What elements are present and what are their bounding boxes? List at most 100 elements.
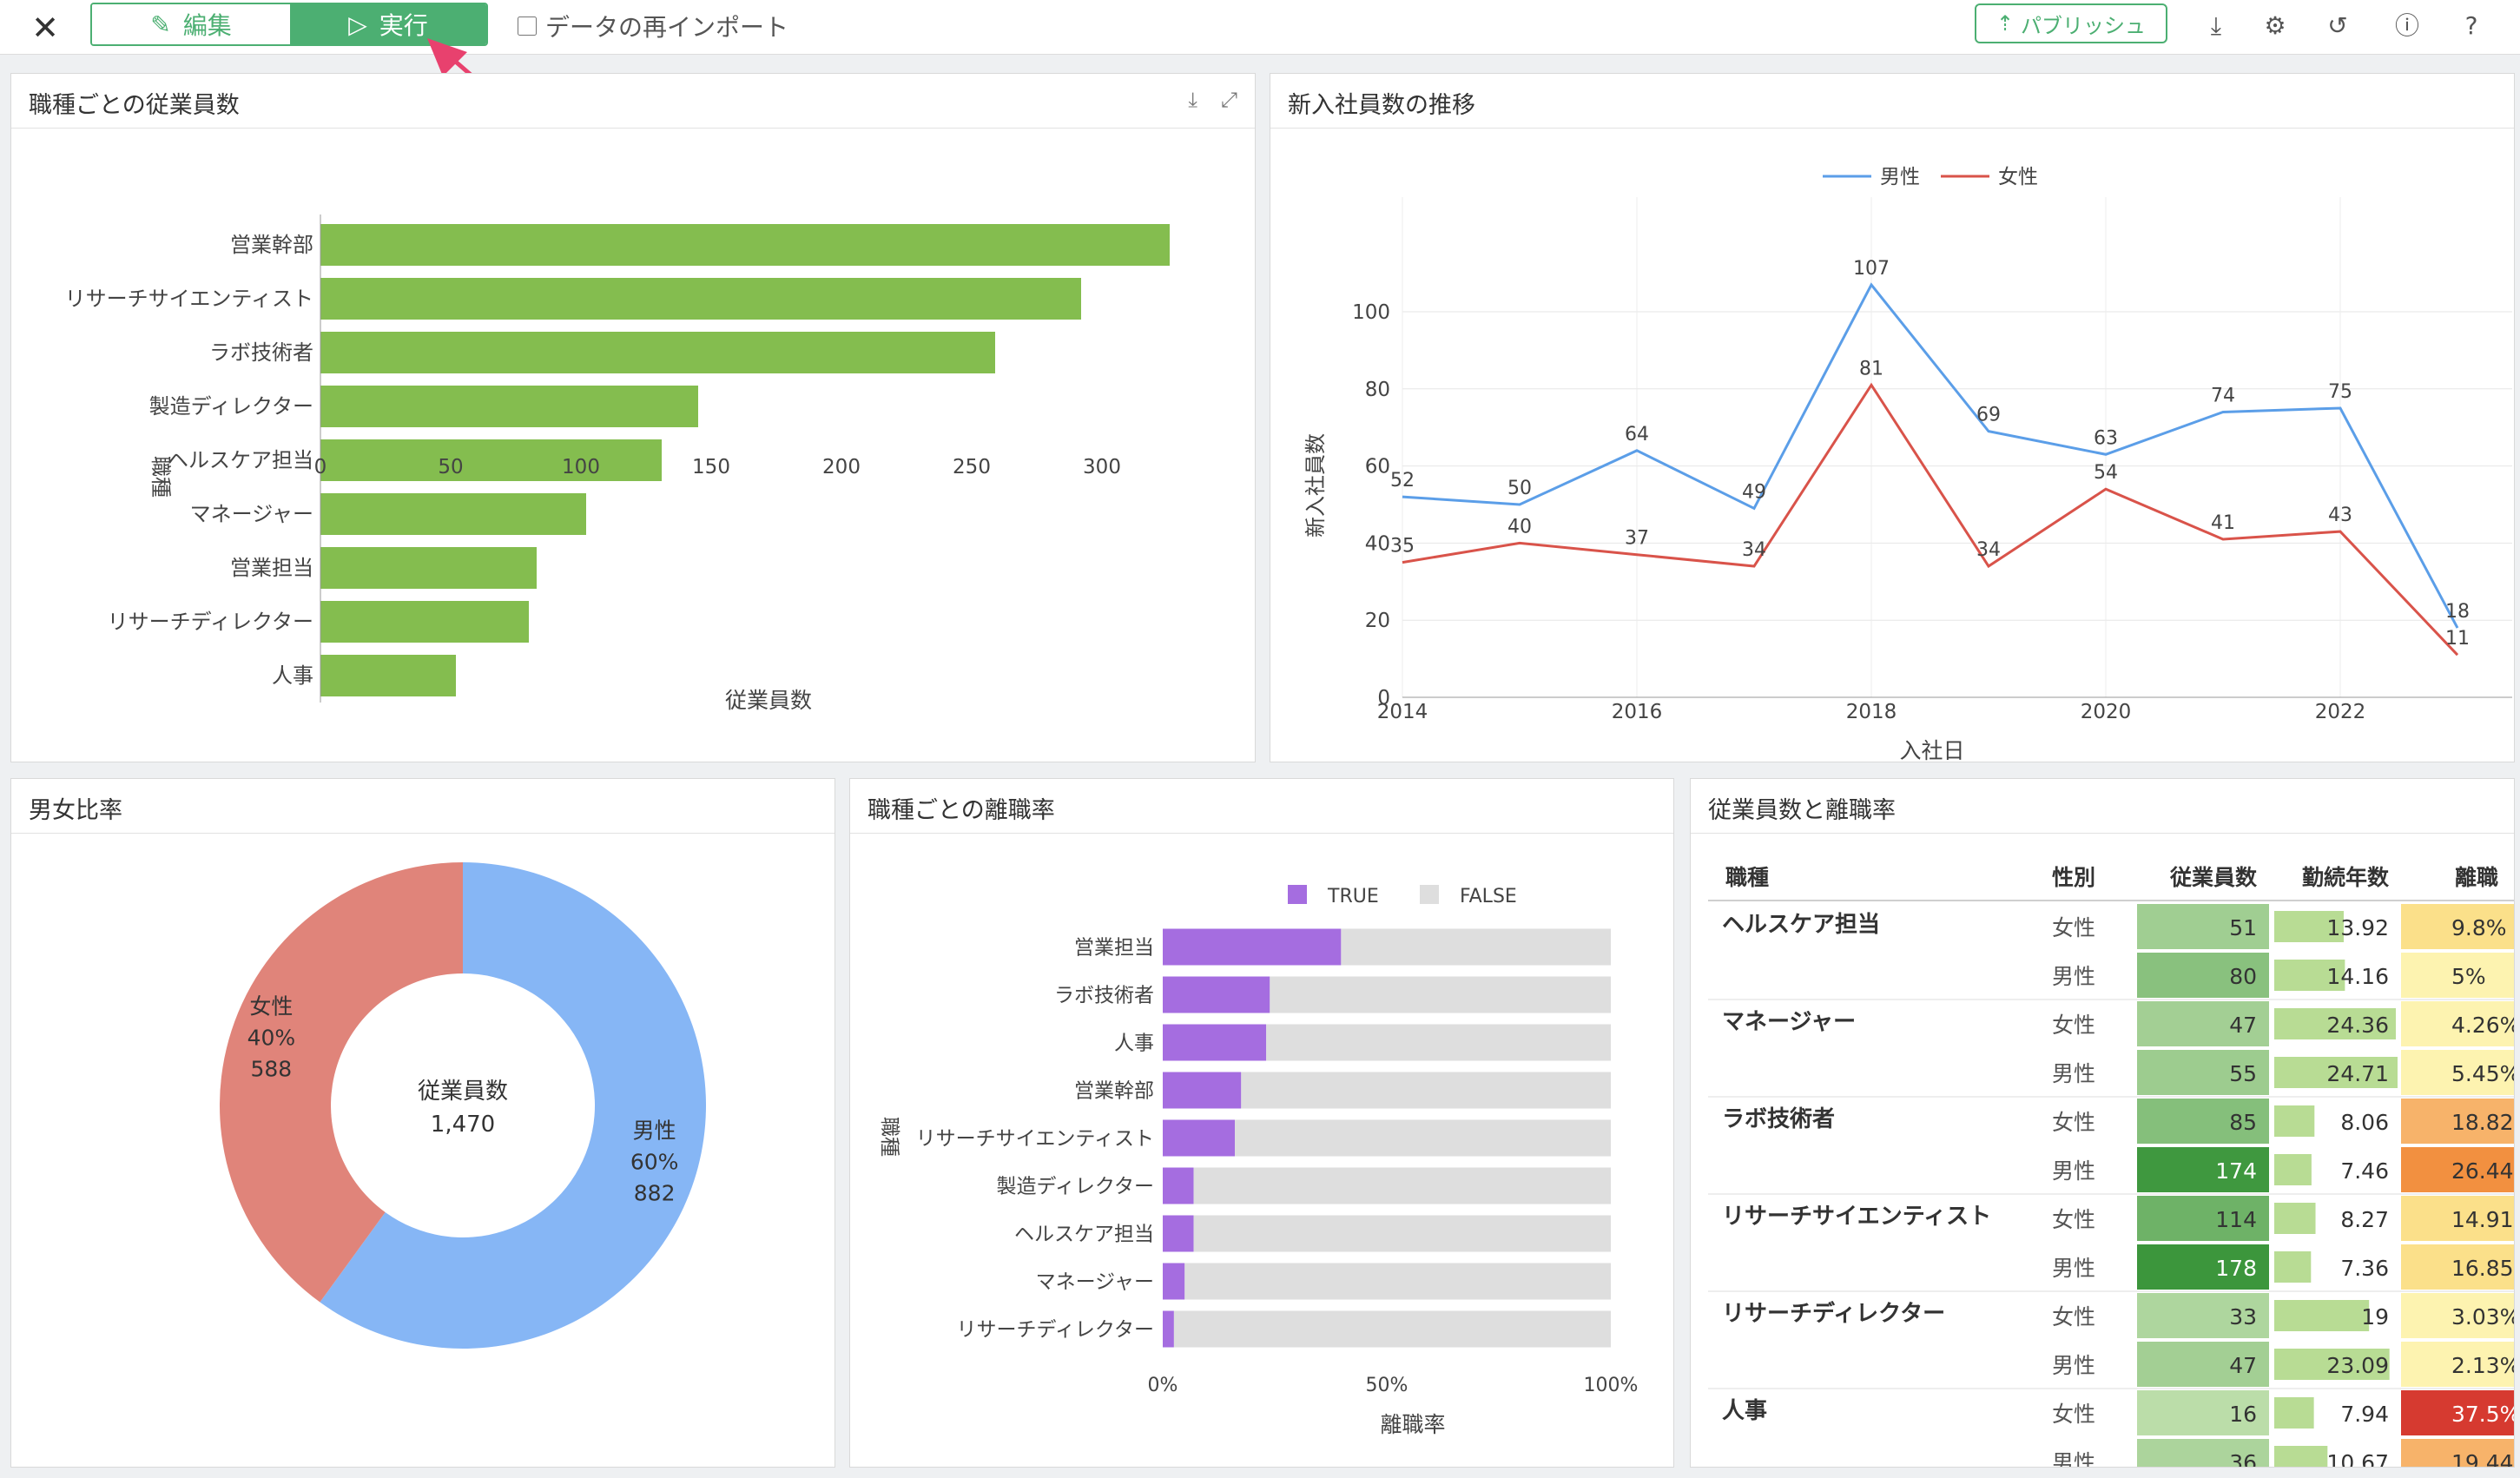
rate-cell: 37.5%: [2451, 1402, 2514, 1427]
panel-title: 新入社員数の推移: [1288, 92, 1475, 119]
x-tick-label: 100: [562, 456, 600, 478]
rate-cell-bg: [2401, 904, 2514, 949]
x-tick-label: 2022: [2315, 701, 2366, 723]
history-icon[interactable]: ↺: [2327, 11, 2348, 40]
column-header: 職種: [1725, 865, 1769, 890]
years-bar: [2274, 1349, 2390, 1380]
settings-icon[interactable]: ⚙: [2264, 11, 2286, 40]
data-label: 41: [2211, 512, 2235, 534]
panel-attrition-by-job: 職種ごとの離職率 営業担当 ラボ技術者 人事 営業幹部 リサーチサイエンティスト 製造ディ…: [849, 778, 1674, 1468]
gender-cell: 女性: [2052, 1110, 2095, 1135]
category-label: ヘルスケア担当: [1014, 1224, 1154, 1246]
panel-header: [1270, 74, 2514, 129]
years-bar: [2274, 1008, 2396, 1039]
mode-switch: ✎ 編集 ▷ 実行: [90, 3, 488, 46]
category-label: 製造ディレクター: [149, 394, 313, 419]
gender-cell: 男性: [2052, 1256, 2095, 1281]
job-cell: 人事: [1722, 1398, 1767, 1424]
bar-mark: [320, 655, 456, 696]
rate-cell: 9.8%: [2451, 915, 2507, 940]
job-cell: リサーチサイエンティスト: [1722, 1204, 1991, 1230]
category-label: 人事: [272, 663, 313, 688]
category-label: ラボ技術者: [1054, 985, 1154, 1007]
bar-mark: [320, 278, 1081, 320]
stack-segment: [1341, 928, 1611, 966]
x-tick-label: 2016: [1612, 701, 1663, 723]
expand-icon[interactable]: ⤢: [1220, 88, 1237, 112]
years-cell: 23.09: [2326, 1353, 2389, 1378]
toolbar: ✕ ✎ 編集 ▷ 実行 データの再インポート ⇡ パブリッシュ ⤓ ⚙ ↺ ⓘ …: [0, 0, 2520, 55]
years-bar: [2274, 1057, 2398, 1088]
category-label: マネージャー: [190, 502, 313, 526]
rate-cell-bg: [2401, 1342, 2514, 1387]
x-tick-label: 0%: [1148, 1375, 1178, 1396]
panel-title: 従業員数と離職率: [1708, 797, 1896, 824]
slice-percent: 40%: [247, 1025, 296, 1050]
panel-header: [1691, 779, 2514, 834]
publish-button[interactable]: ⇡ パブリッシュ: [1975, 3, 2167, 43]
donut-chart: 男性 60% 882 女性 40% 588 従業員数 1,470: [220, 862, 707, 1349]
data-label: 81: [1859, 358, 1883, 379]
download-icon[interactable]: ⤓: [1188, 88, 1197, 112]
count-cell-bg: [2137, 1196, 2269, 1241]
rate-cell: 5%: [2451, 964, 2486, 989]
stack-segment: [1163, 1167, 1194, 1204]
category-label: 営業担当: [1074, 937, 1154, 960]
data-label: 37: [1625, 528, 1649, 550]
count-cell: 55: [2229, 1061, 2257, 1086]
rate-cell-bg: [2401, 1147, 2514, 1192]
panel-gender-ratio: 男女比率 男性 60% 882 女性 40% 588 従業員数 1,470: [10, 778, 835, 1468]
count-cell-bg: [2137, 1099, 2269, 1144]
category-label: 営業担当: [230, 556, 313, 580]
rate-cell: 3.03%: [2451, 1304, 2514, 1330]
close-icon[interactable]: ✕: [31, 9, 59, 47]
x-tick-label: 50%: [1366, 1375, 1408, 1396]
rate-cell: 26.44%: [2451, 1158, 2514, 1184]
count-cell-bg: [2137, 904, 2269, 949]
years-bar: [2274, 960, 2345, 991]
download-icon[interactable]: ⤓: [2210, 11, 2222, 40]
reimport-checkbox[interactable]: データの再インポート: [518, 9, 788, 43]
gender-cell: 男性: [2052, 1061, 2095, 1086]
count-cell: 47: [2229, 1013, 2257, 1038]
gender-cell: 男性: [2052, 1450, 2095, 1467]
category-label: ヘルスケア担当: [168, 448, 313, 472]
stack-segment: [1235, 1119, 1611, 1157]
info-icon[interactable]: ⓘ: [2394, 11, 2419, 40]
stack-segment: [1163, 928, 1342, 966]
stack-segment: [1184, 1263, 1611, 1300]
panel-employees-by-job: 職種ごとの従業員数 ⤓ ⤢ 営業幹部 リサーチサイエンティスト ラボ技術者 製造ディレ…: [10, 73, 1256, 762]
count-cell: 178: [2215, 1256, 2257, 1281]
years-bar: [2274, 1300, 2370, 1331]
stack-segment: [1163, 1119, 1236, 1157]
bar-mark: [320, 493, 586, 535]
run-button[interactable]: ▷ 実行: [290, 4, 486, 44]
x-axis-title: 入社日: [1899, 738, 1964, 762]
years-cell: 19: [2361, 1304, 2389, 1330]
job-cell: リサーチディレクター: [1722, 1300, 1945, 1327]
rate-cell: 16.85%: [2451, 1256, 2514, 1281]
years-bar: [2274, 1105, 2315, 1137]
y-axis-title: 職種: [878, 1117, 900, 1157]
count-cell: 80: [2229, 964, 2257, 989]
help-icon[interactable]: ?: [2464, 11, 2478, 40]
x-tick-label: 2020: [2081, 701, 2132, 723]
line-chart: 0 20 40 60 80 100 2014 2016 2018 2020 2022 52 50 64 49…: [1303, 166, 2512, 762]
column-header: 従業員数: [2169, 865, 2258, 890]
count-cell: 174: [2215, 1158, 2257, 1184]
years-cell: 14.16: [2326, 964, 2389, 989]
y-axis-title: 新入社員数: [1303, 433, 1328, 538]
gender-cell: 男性: [2052, 1158, 2095, 1184]
edit-button[interactable]: ✎ 編集: [92, 4, 290, 44]
stack-segment: [1163, 1215, 1194, 1252]
stack-segment: [1193, 1167, 1611, 1204]
slice-percent: 60%: [630, 1150, 679, 1175]
donut-slice: [220, 862, 464, 1303]
column-header: 離職: [2455, 865, 2498, 890]
reimport-check[interactable]: [518, 16, 537, 36]
column-header: 性別: [2052, 865, 2095, 890]
bar-mark: [320, 601, 529, 643]
stack-segment: [1163, 976, 1270, 1013]
y-tick-label: 0: [1377, 687, 1390, 709]
